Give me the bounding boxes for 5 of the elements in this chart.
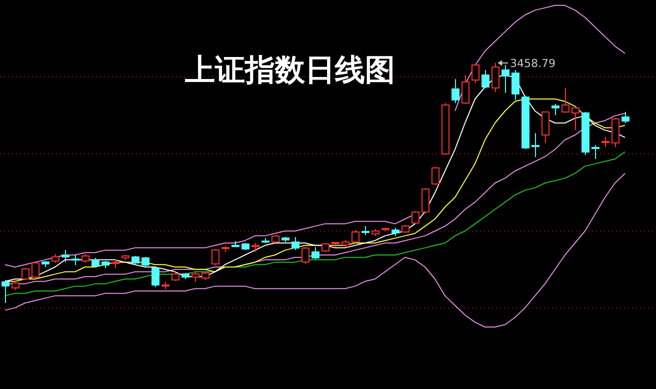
candlestick [532,132,540,158]
annotation: 3458.79 [510,57,556,70]
candlestick [62,249,70,262]
chart-title: 上证指数日线图 [184,53,395,88]
candlestick [502,64,510,94]
